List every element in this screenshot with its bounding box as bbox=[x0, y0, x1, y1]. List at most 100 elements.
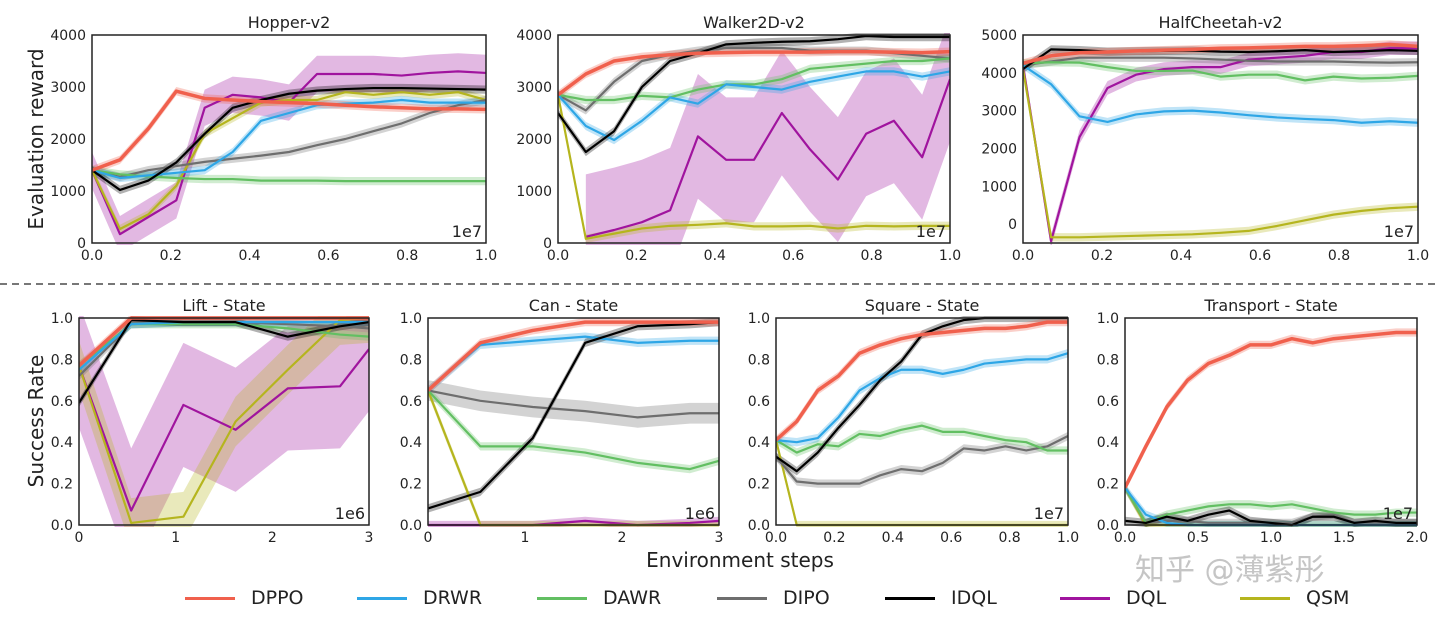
legend: DPPO DRWR DAWR DIPO IDQL DQL QSM bbox=[0, 584, 1440, 612]
y-tick-label: 1000 bbox=[50, 184, 86, 200]
y-tick-label: 0 bbox=[1008, 217, 1017, 233]
band-idql bbox=[79, 316, 369, 408]
plot-area bbox=[1125, 328, 1417, 527]
y-tick-label: 3000 bbox=[516, 80, 552, 96]
line-dql bbox=[79, 348, 369, 512]
y-tick-label: 0.4 bbox=[400, 435, 422, 451]
x-axis-label: Environment steps bbox=[646, 548, 834, 572]
band-dawr bbox=[776, 421, 1068, 457]
x-tick-label: 1 bbox=[521, 530, 530, 546]
axes-frame bbox=[1022, 34, 1419, 244]
band-drwr bbox=[428, 332, 719, 395]
y-tick-label: 0.2 bbox=[1097, 477, 1119, 493]
y-tick-label: 0.6 bbox=[400, 394, 422, 410]
legend-item-dipo: DIPO bbox=[717, 584, 830, 612]
line-dawr bbox=[558, 57, 950, 102]
axes-frame bbox=[1124, 317, 1418, 526]
legend-label: DIPO bbox=[783, 587, 830, 609]
y-tick-label: 0.6 bbox=[1097, 394, 1119, 410]
plot-area bbox=[1023, 40, 1418, 245]
x-scale-note: 1e6 bbox=[685, 504, 715, 523]
y-tick-label: 0.0 bbox=[748, 518, 770, 534]
x-tick-label: 0.0 bbox=[1114, 530, 1136, 546]
legend-item-drwr: DRWR bbox=[357, 584, 482, 612]
band-dql bbox=[1023, 41, 1418, 245]
x-tick-label: 0.0 bbox=[81, 248, 103, 264]
x-scale-note: 1e7 bbox=[1384, 222, 1414, 241]
subplot-title: Transport - State bbox=[1203, 296, 1337, 315]
line-idql bbox=[1125, 509, 1417, 527]
legend-swatch bbox=[357, 596, 407, 600]
line-dppo bbox=[558, 49, 950, 97]
line-idql bbox=[558, 34, 950, 154]
line-dppo bbox=[1125, 330, 1417, 489]
subplot-5: Square - State 0.0 0.2 0.4 0.6 0.8 1.0 0.0 0.2 0.… bbox=[748, 296, 1079, 546]
band-idql bbox=[92, 83, 486, 195]
y-tick-label: 4000 bbox=[50, 28, 86, 44]
subplot-2: HalfCheetah-v2 0.0 0.2 0.4 0.6 0.8 1.0 0 1000 200… bbox=[981, 13, 1429, 264]
y-tick-label: 0.8 bbox=[1097, 352, 1119, 368]
plot-area bbox=[79, 316, 369, 527]
y-tick-label: 0.0 bbox=[1097, 518, 1119, 534]
axes-frame bbox=[427, 317, 720, 526]
band-qsm bbox=[558, 90, 950, 243]
x-tick-label: 0.8 bbox=[998, 530, 1020, 546]
x-tick-label: 0.6 bbox=[1249, 248, 1271, 264]
legend-label: IDQL bbox=[951, 587, 997, 609]
axes-frame bbox=[557, 34, 951, 244]
x-tick-label: 0.6 bbox=[940, 530, 962, 546]
band-dipo bbox=[92, 95, 486, 182]
subplot-title: Square - State bbox=[865, 296, 980, 315]
band-drwr bbox=[1023, 61, 1418, 127]
x-tick-label: 0.0 bbox=[765, 530, 787, 546]
line-dipo bbox=[776, 435, 1068, 485]
x-tick-label: 0.2 bbox=[823, 530, 845, 546]
legend-item-qsm: QSM bbox=[1240, 584, 1349, 612]
legend-swatch bbox=[717, 596, 767, 600]
y-tick-label: 1.0 bbox=[51, 311, 73, 327]
y-tick-label: 0 bbox=[543, 236, 552, 252]
y-tick-label: 0 bbox=[77, 236, 86, 252]
x-tick-label: 0.6 bbox=[782, 248, 804, 264]
x-tick-label: 0 bbox=[75, 530, 84, 546]
band-dppo bbox=[776, 318, 1068, 445]
subplot-3: Lift - State 0 1 2 3 0.0 0.2 0.4 0.6 0.8 1.0 1e6 bbox=[51, 296, 374, 546]
axes-frame bbox=[775, 317, 1069, 526]
y-tick-label: 0.4 bbox=[1097, 435, 1119, 451]
y-tick-label: 2000 bbox=[516, 132, 552, 148]
line-dppo bbox=[92, 89, 486, 172]
line-idql bbox=[1023, 48, 1418, 70]
band-dql bbox=[79, 316, 369, 527]
y-tick-label: 3000 bbox=[50, 80, 86, 96]
line-qsm bbox=[79, 316, 369, 525]
x-tick-label: 0.4 bbox=[238, 248, 260, 264]
x-tick-label: 0.5 bbox=[1187, 530, 1209, 546]
plot-area bbox=[558, 33, 950, 245]
line-dawr bbox=[428, 389, 719, 471]
plot-area bbox=[776, 316, 1068, 527]
line-idql bbox=[428, 321, 719, 510]
y-tick-label: 0.4 bbox=[51, 435, 73, 451]
legend-label: DPPO bbox=[251, 587, 304, 609]
x-tick-label: 1.0 bbox=[1057, 530, 1079, 546]
plot-area bbox=[428, 318, 719, 527]
subplot-title: Walker2D-v2 bbox=[703, 13, 805, 32]
x-scale-note: 1e7 bbox=[916, 222, 946, 241]
legend-item-dql: DQL bbox=[1060, 584, 1166, 612]
x-tick-label: 0.2 bbox=[1091, 248, 1113, 264]
band-qsm bbox=[1023, 64, 1418, 242]
band-dipo bbox=[428, 380, 719, 428]
y-tick-label: 0.8 bbox=[400, 352, 422, 368]
x-scale-note: 1e7 bbox=[452, 222, 482, 241]
legend-item-dawr: DAWR bbox=[537, 584, 661, 612]
legend-swatch bbox=[885, 596, 935, 600]
y-tick-label: 0.8 bbox=[51, 352, 73, 368]
line-dawr bbox=[92, 169, 486, 183]
y-tick-label: 0.0 bbox=[51, 518, 73, 534]
band-dipo bbox=[558, 43, 950, 115]
subplot-title: Can - State bbox=[529, 296, 618, 315]
x-tick-label: 0.4 bbox=[704, 248, 726, 264]
x-tick-label: 0 bbox=[424, 530, 433, 546]
y-tick-label: 1.0 bbox=[748, 311, 770, 327]
